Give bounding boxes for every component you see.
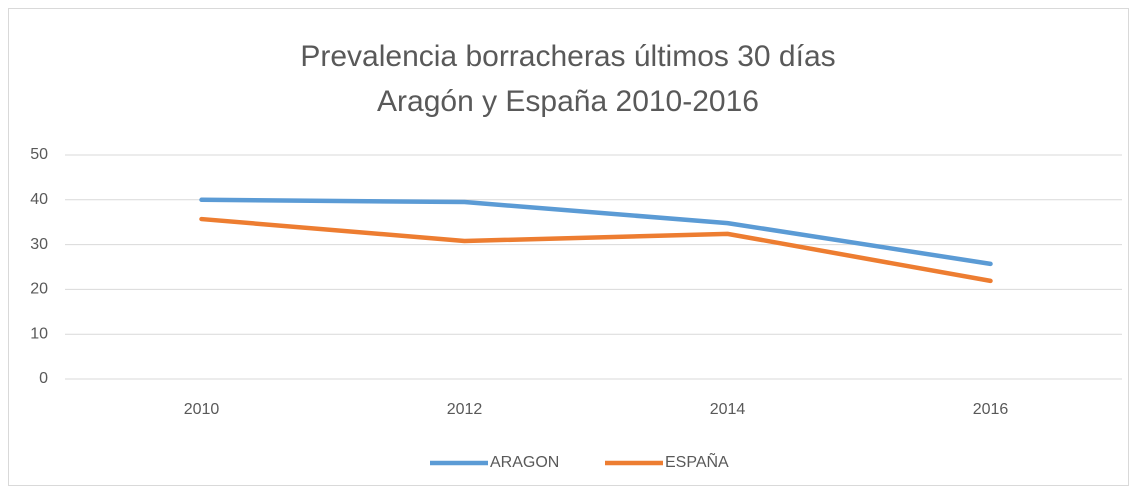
chart-title: Aragón y España 2010-2016 — [377, 85, 759, 118]
chart-title: Prevalencia borracheras últimos 30 días — [300, 40, 835, 73]
y-tick-label: 10 — [30, 325, 48, 342]
y-tick-label: 40 — [30, 191, 48, 208]
y-tick-label: 0 — [39, 370, 48, 387]
x-tick-label: 2012 — [447, 401, 483, 418]
chart-frame — [8, 8, 1129, 486]
series-line — [199, 216, 993, 284]
y-tick-label: 20 — [30, 281, 48, 298]
x-tick-label: 2016 — [973, 401, 1009, 418]
y-tick-label: 50 — [30, 146, 48, 163]
legend-label: ESPAÑA — [665, 451, 729, 471]
x-tick-label: 2010 — [184, 401, 220, 418]
series-line — [199, 197, 993, 267]
x-tick-label: 2014 — [710, 401, 746, 418]
y-tick-label: 30 — [30, 236, 48, 253]
legend-label: ARAGON — [490, 454, 559, 471]
